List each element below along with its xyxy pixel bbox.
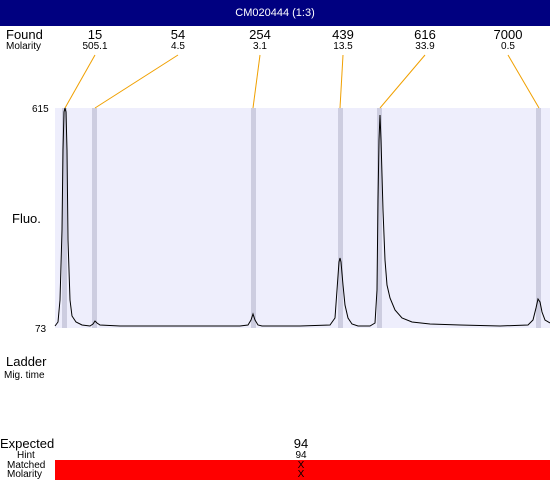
title-bar: CM020444 (1:3) [0, 0, 550, 26]
peak-found-value: 254 [249, 27, 271, 42]
molarity-row-label: Molarity [6, 41, 42, 52]
peak-connector [94, 54, 179, 109]
peak-marker [62, 108, 67, 328]
peak-connector [64, 54, 96, 109]
peak-found-value: 439 [332, 27, 354, 42]
peak-marker [377, 108, 382, 328]
molarity-bottom-label: Molarity [7, 469, 43, 480]
mig-time-label: Mig. time [4, 370, 45, 381]
y-axis-max-label: 615 [32, 104, 49, 115]
matched-label: Matched [7, 460, 46, 471]
hint-label: Hint [17, 450, 35, 461]
y-axis-title: Fluo. [12, 211, 41, 226]
fluorescence-trace [54, 107, 550, 327]
peak-marker [536, 108, 541, 328]
peak-connector [379, 54, 426, 109]
peak-found-value: 54 [170, 27, 186, 42]
plot-area [55, 108, 550, 328]
peak-found-value: 616 [414, 27, 436, 42]
molarity-bottom-value: X [297, 469, 305, 480]
peak-connector [507, 54, 540, 109]
matched-value: X [297, 460, 305, 471]
expected-label: Expected [0, 436, 55, 451]
peak-molarity-value: 505.1 [82, 41, 108, 52]
peak-marker [251, 108, 256, 328]
matched-bar [55, 460, 550, 480]
ladder-label: Ladder [6, 354, 47, 369]
peak-molarity-value: 0.5 [501, 41, 515, 52]
peak-found-value: 15 [87, 27, 103, 42]
peak-molarity-value: 13.5 [333, 41, 353, 52]
peak-found-value: 7000 [493, 27, 523, 42]
peak-connector [339, 54, 344, 109]
window-title: CM020444 (1:3) [235, 7, 315, 19]
hint-value: 94 [295, 450, 307, 461]
peak-molarity-value: 3.1 [253, 41, 267, 52]
peak-marker [338, 108, 343, 328]
y-axis-min-label: 73 [35, 324, 47, 335]
peak-molarity-value: 4.5 [171, 41, 185, 52]
peak-molarity-value: 33.9 [415, 41, 435, 52]
peak-marker [92, 108, 97, 328]
peak-connector [252, 54, 261, 109]
found-row-label: Found [6, 27, 43, 42]
expected-value: 94 [293, 436, 309, 451]
